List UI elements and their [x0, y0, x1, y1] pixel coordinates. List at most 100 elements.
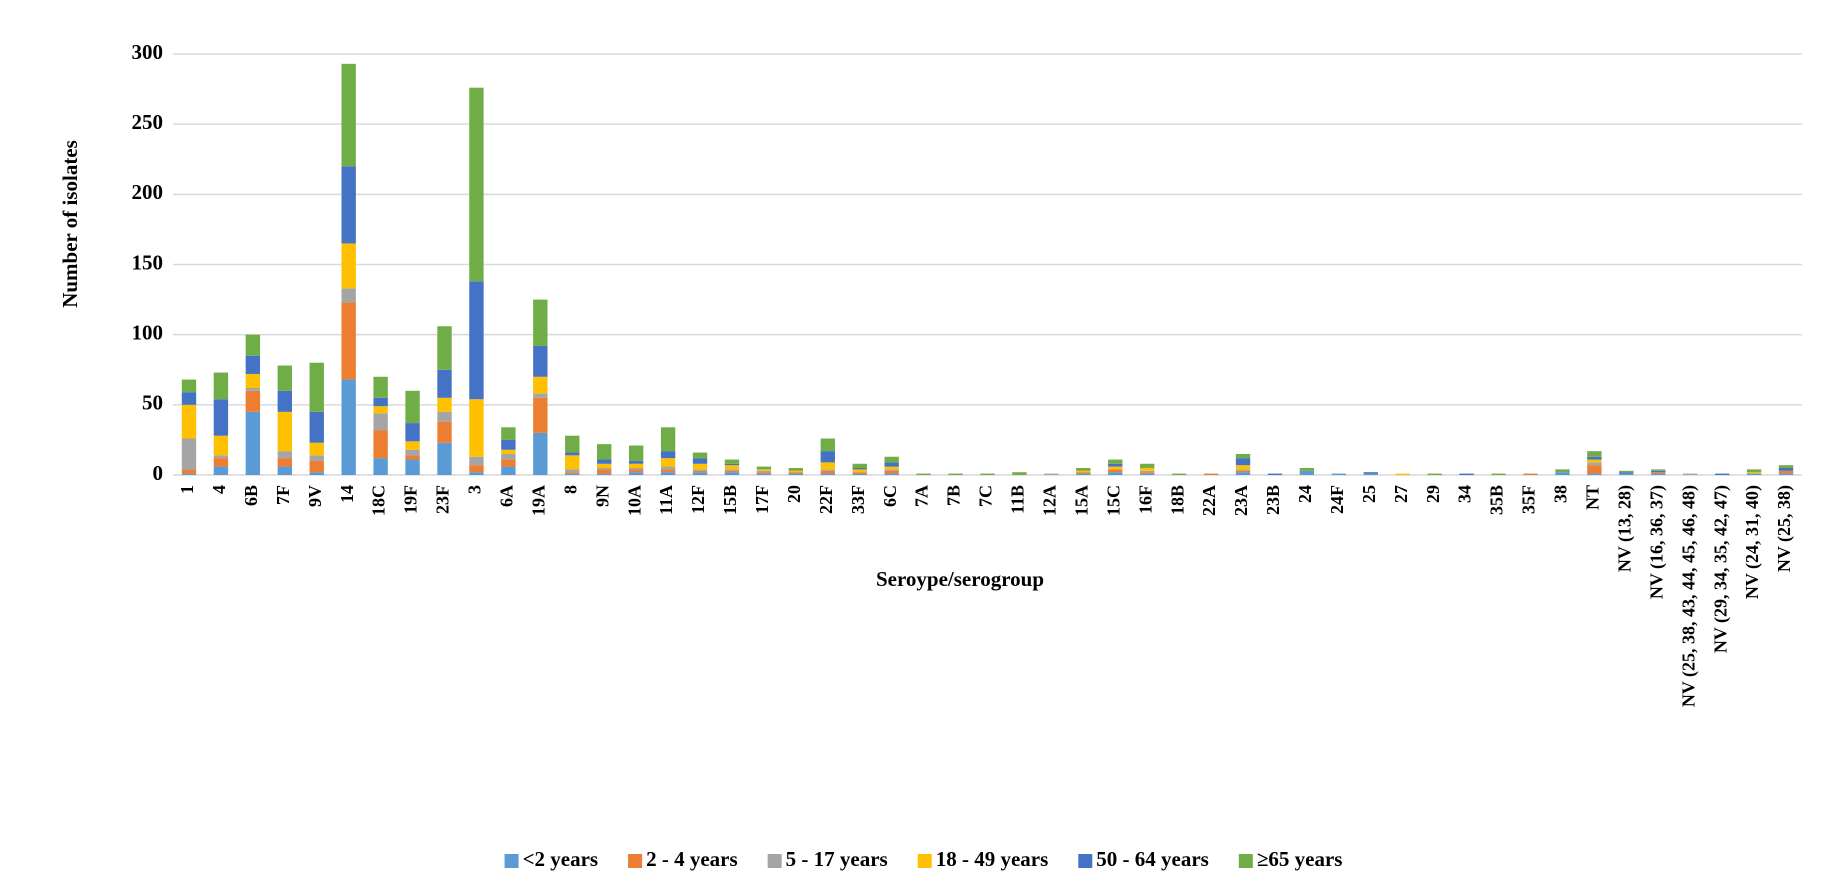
bar-segment [405, 390, 420, 424]
x-tick-label: 3 [465, 485, 485, 494]
x-tick-label: 9N [592, 485, 612, 507]
bar-segment [181, 392, 197, 405]
bar-segment [501, 427, 516, 440]
bar-segment [788, 470, 804, 473]
bar-segment [692, 469, 708, 471]
bar-segment [788, 473, 804, 475]
bar-segment [469, 472, 484, 475]
bar-segment [660, 427, 676, 452]
bar-segment [533, 397, 548, 433]
bar-segment [884, 462, 899, 467]
x-tick-label: 15C [1103, 485, 1123, 516]
bar-segment [1587, 462, 1602, 466]
x-tick-label: 17F [752, 485, 772, 514]
bar-segment [1651, 469, 1666, 471]
x-tick-label: 23F [433, 485, 453, 514]
legend-label: 50 - 64 years [1096, 847, 1209, 871]
bar-segment [501, 466, 516, 475]
bar-segment [660, 466, 676, 470]
bar-segment [852, 463, 867, 468]
bar-segment [565, 452, 580, 456]
bar-segment [628, 460, 644, 464]
bar-segment [373, 413, 388, 431]
legend-label: ≥65 years [1257, 847, 1343, 871]
bar-segment [597, 459, 612, 464]
bar-segment [309, 472, 324, 475]
bar-segment [501, 439, 516, 450]
bar-segment [213, 458, 229, 467]
bar-segment [1140, 473, 1155, 475]
bar-segment [245, 334, 261, 356]
x-tick-label: 35F [1519, 485, 1539, 514]
legend-label: <2 years [523, 847, 599, 871]
bar-segment [1587, 451, 1602, 457]
bar-segment [309, 460, 324, 473]
bar-segment [1555, 469, 1570, 473]
bar-segment [660, 472, 676, 475]
bar-segment [341, 379, 356, 475]
bar-segment [469, 87, 484, 282]
legend-swatch [1238, 854, 1253, 868]
x-tick-label: 12F [688, 485, 708, 514]
bar-segment [1363, 473, 1378, 475]
bar-segment [1140, 470, 1155, 473]
bar-segment [820, 470, 835, 474]
bar-segment [597, 444, 612, 460]
bar-segment [533, 299, 548, 346]
bar-segment [1523, 473, 1538, 475]
bar-segment [884, 473, 899, 475]
bar-segment [245, 390, 261, 412]
bar-segment [245, 387, 261, 391]
x-tick-label: 27 [1391, 485, 1411, 503]
bar-segment [1619, 473, 1634, 475]
bar-segment [1619, 472, 1634, 474]
bar-segment [756, 469, 772, 471]
bar-segment [405, 459, 420, 475]
x-tick-label: 33F [848, 485, 868, 514]
bar-segment [692, 452, 708, 459]
bar-segment [884, 456, 899, 463]
bar-segment [501, 459, 516, 467]
bar-segment [884, 469, 899, 471]
x-tick-label: 19A [528, 485, 548, 516]
bar-segment [405, 441, 420, 450]
y-tick-label: 50 [142, 391, 163, 415]
bar-segment [437, 326, 452, 370]
x-tick-label: NT [1583, 485, 1603, 510]
bar-segment [277, 365, 292, 391]
bar-segment [213, 399, 229, 436]
bar-segment [916, 473, 931, 475]
bar-segment [628, 463, 644, 468]
bar-segment [628, 469, 644, 473]
bar-segment [405, 455, 420, 460]
bar-segment [1651, 470, 1666, 473]
bar-segment [724, 463, 740, 466]
legend-label: 5 - 17 years [786, 847, 888, 871]
bar-segment [405, 449, 420, 456]
x-tick-label: 34 [1455, 485, 1475, 503]
bar-segment [756, 466, 772, 470]
x-tick-label: 19F [401, 485, 421, 514]
bar-segment [181, 473, 197, 475]
bar-segment [724, 469, 740, 471]
bar-segment [437, 397, 452, 412]
bar-segment [597, 467, 612, 470]
bar-segment [1203, 473, 1219, 475]
x-tick-label: 24 [1295, 485, 1315, 503]
x-tick-label: 22A [1199, 485, 1219, 516]
bar-segment [533, 393, 548, 398]
bar-segment [852, 472, 867, 474]
legend-swatch [628, 854, 643, 868]
bar-segment [1299, 467, 1315, 471]
bar-segment [1778, 467, 1794, 471]
bar-segment [724, 470, 740, 473]
bar-segment [597, 469, 612, 474]
legend-swatch [917, 854, 932, 868]
x-tick-label: 6B [241, 485, 261, 506]
bar-segment [309, 442, 324, 456]
x-tick-label: 7C [976, 485, 996, 507]
bar-segment [373, 397, 388, 407]
bar-segment [213, 372, 229, 400]
bar-segment [852, 473, 867, 475]
